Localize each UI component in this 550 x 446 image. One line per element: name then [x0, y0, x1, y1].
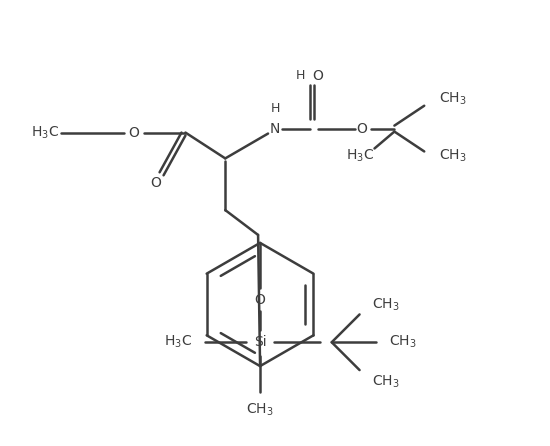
Text: O: O: [128, 126, 139, 140]
Text: CH$_3$: CH$_3$: [439, 147, 467, 164]
Text: H$_3$C: H$_3$C: [164, 334, 192, 351]
Text: O: O: [312, 69, 323, 83]
Text: CH$_3$: CH$_3$: [371, 296, 399, 313]
Text: CH$_3$: CH$_3$: [389, 334, 417, 351]
Text: O: O: [150, 176, 161, 190]
Text: CH$_3$: CH$_3$: [439, 91, 467, 107]
Text: O: O: [356, 122, 367, 136]
Text: H: H: [295, 70, 305, 83]
Text: O: O: [255, 293, 266, 306]
Text: H$_3$C: H$_3$C: [346, 147, 375, 164]
Text: H: H: [270, 102, 280, 115]
Text: Si: Si: [254, 335, 266, 349]
Text: H$_3$C: H$_3$C: [31, 124, 59, 141]
Text: CH$_3$: CH$_3$: [371, 374, 399, 390]
Text: N: N: [270, 122, 280, 136]
Text: CH$_3$: CH$_3$: [246, 402, 274, 418]
